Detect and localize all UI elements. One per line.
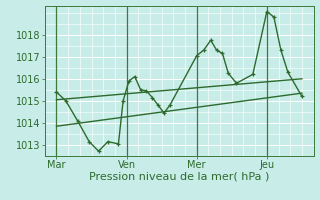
X-axis label: Pression niveau de la mer( hPa ): Pression niveau de la mer( hPa ) [89, 172, 269, 182]
